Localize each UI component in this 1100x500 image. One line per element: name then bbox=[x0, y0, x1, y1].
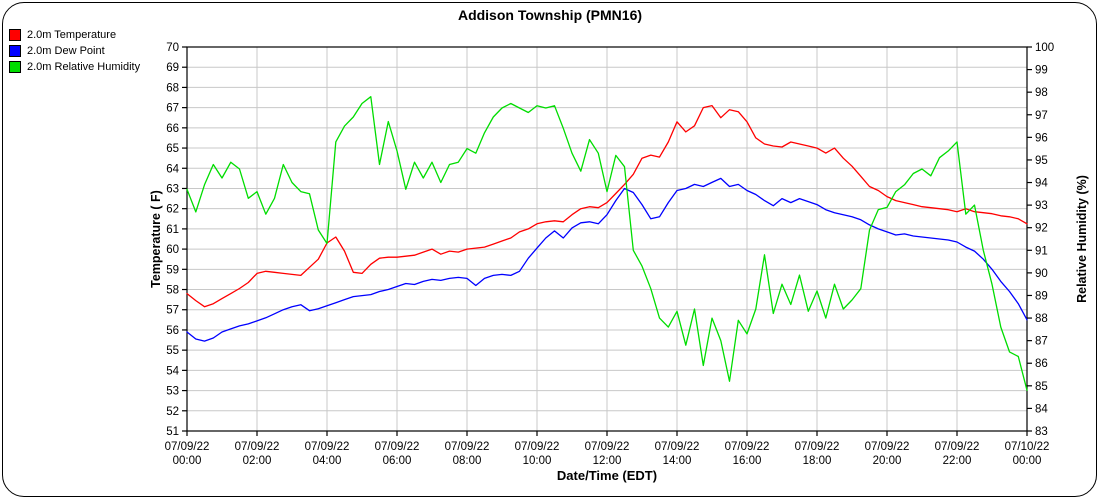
legend-item-relative-humidity: 2.0m Relative Humidity bbox=[9, 59, 140, 75]
x-tick-date: 07/09/22 bbox=[585, 441, 630, 453]
x-tick-time: 08:00 bbox=[453, 455, 482, 467]
left-tick-label: 61 bbox=[166, 224, 179, 236]
left-tick-label: 58 bbox=[166, 285, 179, 297]
legend: 2.0m Temperature 2.0m Dew Point 2.0m Rel… bbox=[9, 27, 140, 75]
x-tick-date: 07/09/22 bbox=[655, 441, 700, 453]
x-tick-time: 14:00 bbox=[663, 455, 692, 467]
x-tick-time: 10:00 bbox=[523, 455, 552, 467]
left-tick-label: 60 bbox=[166, 244, 179, 256]
right-tick-label: 84 bbox=[1035, 403, 1048, 415]
right-tick-label: 100 bbox=[1035, 42, 1054, 54]
series-2-0m-relative-humidity bbox=[186, 96, 1028, 391]
left-tick-label: 55 bbox=[166, 345, 179, 357]
x-tick-date: 07/09/22 bbox=[865, 441, 910, 453]
x-tick-date: 07/09/22 bbox=[375, 441, 420, 453]
legend-label: 2.0m Relative Humidity bbox=[27, 60, 141, 73]
legend-label: 2.0m Dew Point bbox=[27, 44, 105, 57]
left-tick-label: 68 bbox=[166, 82, 179, 94]
right-tick-label: 91 bbox=[1035, 245, 1048, 257]
left-tick-label: 51 bbox=[166, 426, 179, 438]
x-tick-time: 00:00 bbox=[173, 455, 202, 467]
x-tick-time: 16:00 bbox=[733, 455, 762, 467]
series-2-0m-dew-point bbox=[186, 177, 1028, 342]
x-tick-date: 07/10/22 bbox=[1005, 441, 1050, 453]
x-tick-date: 07/09/22 bbox=[725, 441, 770, 453]
right-tick-label: 87 bbox=[1035, 336, 1048, 348]
x-tick-time: 18:00 bbox=[803, 455, 832, 467]
right-tick-label: 94 bbox=[1035, 178, 1048, 190]
right-tick-label: 90 bbox=[1035, 268, 1048, 280]
left-tick-label: 52 bbox=[166, 406, 179, 418]
right-tick-label: 83 bbox=[1035, 426, 1048, 438]
x-tick-date: 07/09/22 bbox=[235, 441, 280, 453]
right-tick-label: 85 bbox=[1035, 381, 1048, 393]
legend-item-temperature: 2.0m Temperature bbox=[9, 27, 140, 43]
x-tick-date: 07/09/22 bbox=[445, 441, 490, 453]
right-tick-label: 92 bbox=[1035, 223, 1048, 235]
x-tick-date: 07/09/22 bbox=[935, 441, 980, 453]
left-tick-label: 59 bbox=[166, 264, 179, 276]
x-tick-time: 22:00 bbox=[943, 455, 972, 467]
right-tick-label: 97 bbox=[1035, 110, 1048, 122]
dew-point-swatch-icon bbox=[9, 45, 21, 57]
x-axis-title: Date/Time (EDT) bbox=[556, 468, 658, 483]
left-tick-label: 62 bbox=[166, 204, 179, 216]
temperature-swatch-icon bbox=[9, 29, 21, 41]
right-tick-label: 89 bbox=[1035, 290, 1048, 302]
x-tick-time: 20:00 bbox=[873, 455, 902, 467]
legend-item-dew-point: 2.0m Dew Point bbox=[9, 43, 140, 59]
right-tick-label: 95 bbox=[1035, 155, 1048, 167]
right-tick-label: 86 bbox=[1035, 358, 1048, 370]
x-tick-date: 07/09/22 bbox=[515, 441, 560, 453]
x-tick-date: 07/09/22 bbox=[165, 441, 210, 453]
right-tick-label: 98 bbox=[1035, 87, 1048, 99]
left-tick-label: 65 bbox=[166, 143, 179, 155]
left-tick-label: 70 bbox=[166, 42, 179, 54]
relative-humidity-swatch-icon bbox=[9, 61, 21, 73]
left-tick-label: 63 bbox=[166, 183, 179, 195]
left-tick-label: 53 bbox=[166, 386, 179, 398]
x-tick-time: 12:00 bbox=[593, 455, 622, 467]
left-tick-label: 57 bbox=[166, 305, 179, 317]
left-tick-label: 64 bbox=[166, 163, 179, 175]
left-tick-label: 67 bbox=[166, 103, 179, 115]
left-tick-label: 66 bbox=[166, 123, 179, 135]
right-tick-label: 99 bbox=[1035, 65, 1048, 77]
x-tick-time: 04:00 bbox=[313, 455, 342, 467]
right-tick-label: 93 bbox=[1035, 200, 1048, 212]
chart-title: Addison Township (PMN16) bbox=[457, 7, 643, 23]
left-tick-label: 54 bbox=[166, 365, 179, 377]
left-tick-label: 69 bbox=[166, 62, 179, 74]
right-tick-label: 88 bbox=[1035, 313, 1048, 325]
left-tick-label: 56 bbox=[166, 325, 179, 337]
x-tick-time: 00:00 bbox=[1013, 455, 1042, 467]
x-tick-time: 02:00 bbox=[243, 455, 272, 467]
x-tick-date: 07/09/22 bbox=[795, 441, 840, 453]
x-tick-time: 06:00 bbox=[383, 455, 412, 467]
right-tick-label: 96 bbox=[1035, 132, 1048, 144]
legend-label: 2.0m Temperature bbox=[27, 28, 117, 41]
x-tick-date: 07/09/22 bbox=[305, 441, 350, 453]
